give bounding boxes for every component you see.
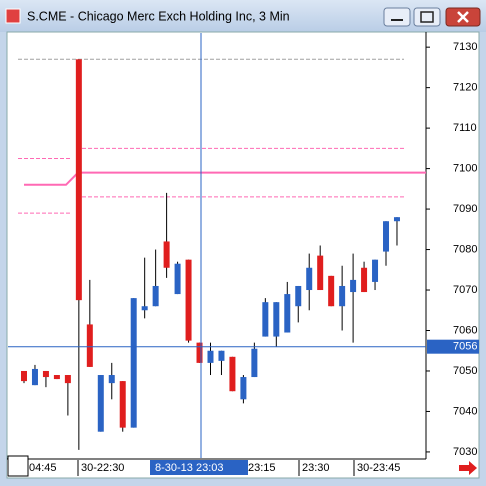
x-tick-label: 04:45 bbox=[29, 462, 57, 474]
x-tick-label: 30-23:45 bbox=[357, 462, 400, 474]
candle-body bbox=[229, 356, 236, 392]
y-tick-label: 7120 bbox=[453, 82, 477, 94]
candle-body bbox=[75, 59, 82, 301]
y-tick-label: 7090 bbox=[453, 203, 477, 215]
candle-body bbox=[174, 263, 181, 295]
candle-body bbox=[284, 294, 291, 333]
y-tick-label: 7110 bbox=[453, 122, 477, 134]
candle-body bbox=[42, 370, 49, 378]
y-tick-label: 7040 bbox=[453, 405, 477, 417]
candle-body bbox=[339, 285, 346, 307]
y-tick-label: 7030 bbox=[453, 446, 477, 458]
x-tick-label: 23:30 bbox=[302, 462, 330, 474]
chart-area bbox=[6, 31, 480, 479]
candle-body bbox=[240, 377, 247, 400]
x-tick-label: 23:15 bbox=[248, 462, 276, 474]
candle-body bbox=[393, 217, 400, 222]
y-tick-label: 7100 bbox=[453, 163, 477, 175]
y-tick-label: 7050 bbox=[453, 365, 477, 377]
candle-body bbox=[152, 285, 159, 307]
crosshair-x-label-bg bbox=[150, 460, 248, 475]
candle-body bbox=[86, 324, 93, 367]
candle-body bbox=[262, 302, 269, 337]
minimize-button[interactable] bbox=[383, 7, 411, 27]
candle-body bbox=[372, 259, 379, 282]
candle-body bbox=[97, 375, 104, 432]
candle-body bbox=[141, 306, 148, 311]
candle-body bbox=[207, 350, 214, 363]
y-tick-label: 7060 bbox=[453, 324, 477, 336]
candle-body bbox=[185, 259, 192, 341]
app-icon bbox=[5, 8, 21, 24]
candle-body bbox=[328, 275, 335, 307]
candle-body bbox=[21, 370, 27, 382]
candle-body bbox=[350, 279, 357, 293]
candle-body bbox=[196, 342, 203, 363]
y-tick-label: 7080 bbox=[453, 243, 477, 255]
candle-body bbox=[306, 267, 313, 291]
crosshair-y-label: 7056 bbox=[453, 341, 477, 353]
candle-body bbox=[108, 375, 115, 384]
scroll-arrow[interactable] bbox=[459, 461, 477, 475]
crosshair-x-label: 8-30-13 23:03 bbox=[155, 462, 224, 474]
candle-body bbox=[251, 348, 258, 378]
level-line bbox=[24, 171, 426, 186]
candle-body bbox=[383, 221, 390, 252]
candle-body bbox=[53, 375, 60, 380]
candle-body bbox=[119, 381, 126, 428]
x-tick-label: 30-22:30 bbox=[81, 462, 124, 474]
candle-body bbox=[295, 285, 302, 307]
candle-body bbox=[163, 241, 170, 268]
y-tick-label: 7130 bbox=[453, 41, 477, 53]
corner-box bbox=[7, 455, 29, 477]
y-tick-label: 7070 bbox=[453, 284, 477, 296]
candle-body bbox=[31, 368, 38, 386]
candle-body bbox=[361, 267, 368, 293]
candle-body bbox=[317, 255, 324, 291]
candle-body bbox=[130, 298, 137, 428]
window-title: S.CME - Chicago Merc Exch Holding Inc, 3… bbox=[27, 9, 290, 23]
candle-body bbox=[64, 375, 71, 384]
crosshair-y-label-bg bbox=[427, 339, 479, 354]
maximize-button[interactable] bbox=[413, 7, 441, 27]
candle-body bbox=[218, 350, 225, 361]
candle-body bbox=[273, 302, 280, 337]
